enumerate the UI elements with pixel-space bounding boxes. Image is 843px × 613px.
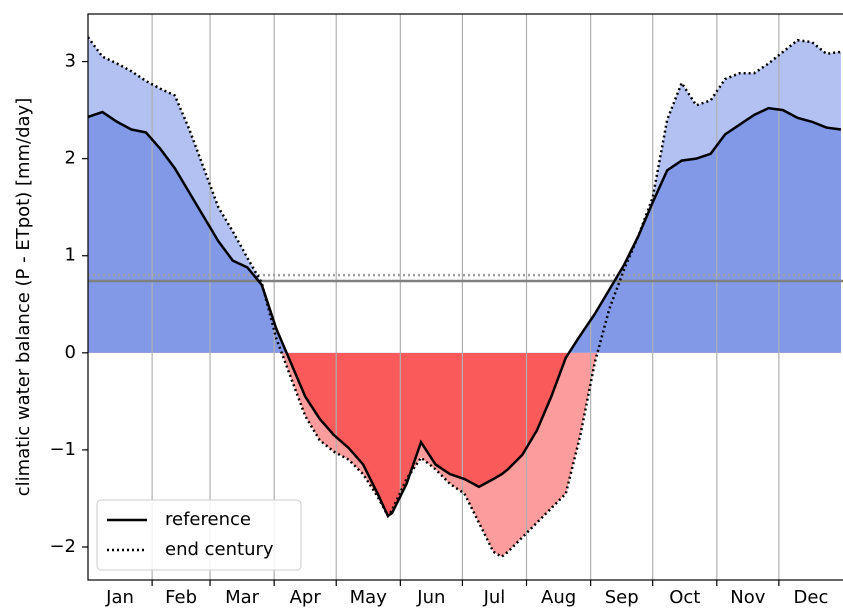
y-tick-label: 0 — [65, 342, 76, 363]
y-tick-label: −2 — [49, 536, 76, 557]
y-tick-label: 1 — [65, 245, 76, 266]
plot-frame — [87, 13, 843, 581]
x-tick-label: Nov — [730, 587, 765, 608]
x-tick-label: Jul — [483, 587, 506, 608]
legend-box — [96, 499, 302, 571]
series-line — [88, 36, 842, 559]
x-tick-label: Aug — [541, 587, 576, 608]
series-line — [88, 106, 842, 518]
x-tick-label: Feb — [165, 587, 197, 608]
x-tick-label: Sep — [605, 587, 639, 608]
x-tick-label: Mar — [225, 587, 260, 608]
y-tick-label: 2 — [65, 148, 76, 169]
x-tick-label: May — [350, 587, 388, 608]
x-tick-label: Dec — [794, 587, 829, 608]
y-axis-label: climatic water balance (P - ETpot) [mm/d… — [13, 98, 34, 496]
x-tick-label: Oct — [669, 587, 700, 608]
y-tick-label: 3 — [65, 51, 76, 72]
x-tick-label: Jun — [416, 587, 445, 608]
y-tick-label: −1 — [49, 439, 76, 460]
legend: reference end century — [96, 499, 302, 571]
x-tick-label: Jan — [105, 587, 134, 608]
x-tick-label: Apr — [290, 587, 322, 608]
legend-label: end century — [165, 539, 274, 560]
legend-label: reference — [165, 509, 251, 530]
